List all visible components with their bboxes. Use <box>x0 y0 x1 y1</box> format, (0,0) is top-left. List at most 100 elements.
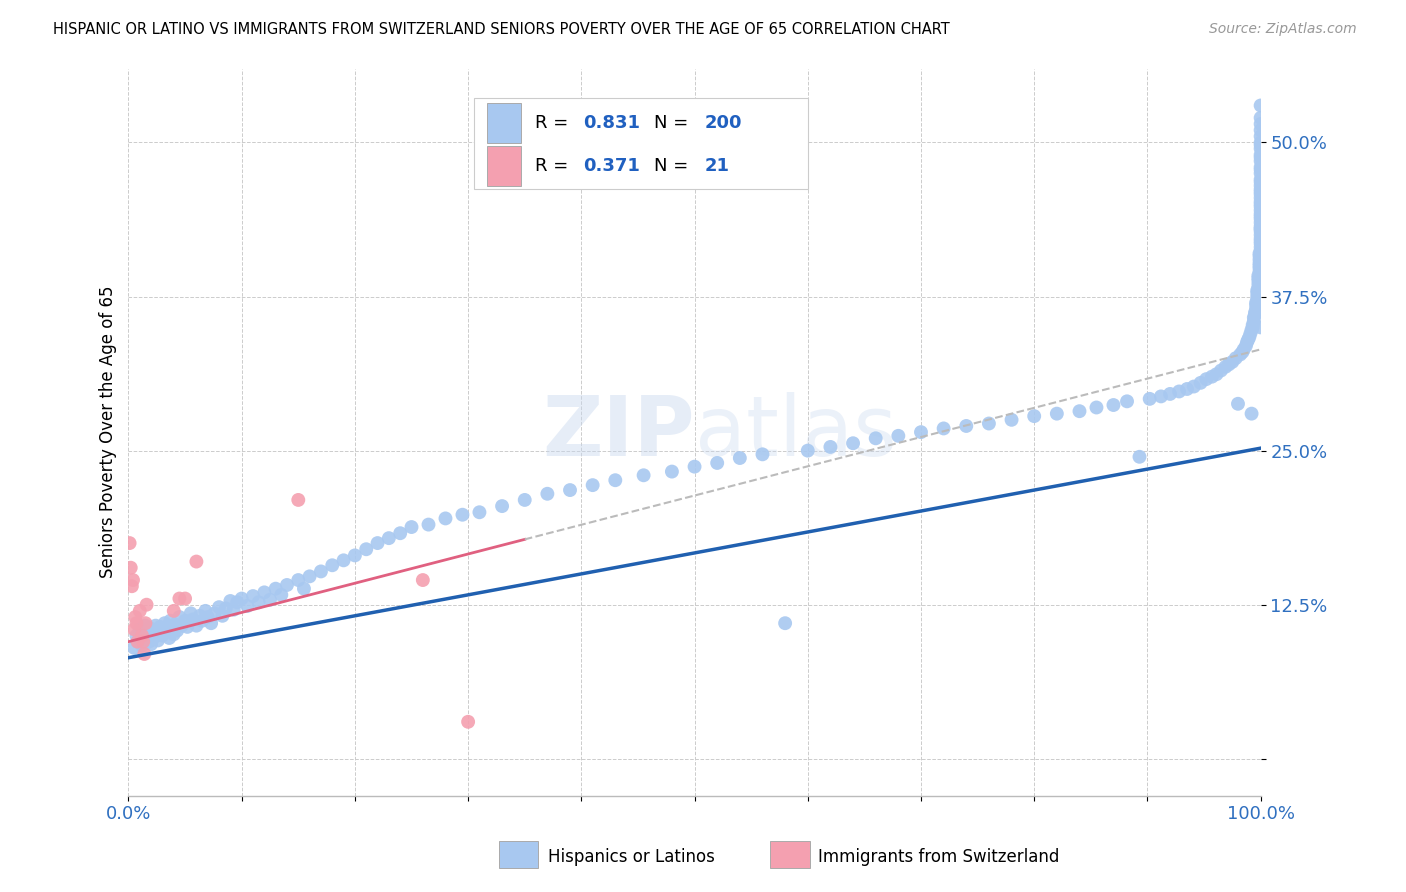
Point <box>389 526 412 541</box>
Point <box>121 579 143 593</box>
Point <box>122 573 145 587</box>
Point <box>820 440 842 454</box>
Point <box>1250 98 1272 112</box>
Point <box>174 591 197 606</box>
Point <box>1175 382 1198 396</box>
Point <box>128 631 150 645</box>
Point <box>1250 111 1272 125</box>
Point <box>955 419 977 434</box>
Point <box>128 623 150 637</box>
Point <box>1250 162 1272 177</box>
Point <box>558 483 581 497</box>
Point <box>1247 277 1270 292</box>
Text: 200: 200 <box>704 114 742 132</box>
Point <box>1232 345 1254 359</box>
Point <box>166 624 188 638</box>
Point <box>1250 136 1272 150</box>
Point <box>176 620 198 634</box>
Point <box>887 429 910 443</box>
Point <box>1182 379 1205 393</box>
Point <box>157 618 180 632</box>
Point <box>1250 117 1272 131</box>
Point <box>208 600 231 615</box>
Point <box>1250 244 1272 258</box>
Point <box>418 517 440 532</box>
Point <box>1244 308 1267 322</box>
Point <box>1249 249 1271 263</box>
Point <box>1246 289 1268 303</box>
Point <box>401 520 423 534</box>
Point <box>1249 256 1271 270</box>
Point <box>264 582 287 596</box>
Point <box>910 425 932 439</box>
Point <box>1024 409 1046 423</box>
Point <box>1244 305 1267 319</box>
Point <box>1085 401 1108 415</box>
Point <box>797 443 820 458</box>
Point <box>309 565 332 579</box>
Point <box>1249 246 1271 260</box>
Point <box>138 630 160 644</box>
Point <box>1236 335 1258 350</box>
Point <box>1241 318 1264 332</box>
Point <box>1244 295 1267 310</box>
Point <box>367 536 389 550</box>
Point <box>1250 160 1272 174</box>
Point <box>1215 359 1237 374</box>
Point <box>145 618 167 632</box>
Point <box>1201 369 1223 384</box>
Point <box>1195 372 1218 386</box>
Point <box>138 634 160 648</box>
Text: R =: R = <box>534 157 574 175</box>
Point <box>139 621 162 635</box>
Text: atlas: atlas <box>695 392 896 473</box>
Text: 0.831: 0.831 <box>583 114 641 132</box>
Point <box>1240 323 1263 337</box>
Point <box>1250 295 1272 310</box>
Point <box>1250 150 1272 164</box>
Point <box>605 473 627 487</box>
Point <box>169 591 191 606</box>
Point <box>536 487 558 501</box>
Point <box>1220 355 1243 369</box>
Point <box>211 608 233 623</box>
Point <box>1205 368 1227 382</box>
Point <box>1229 347 1251 361</box>
Point <box>1246 293 1268 308</box>
Point <box>1250 182 1272 196</box>
Point <box>194 604 217 618</box>
Point <box>1250 221 1272 235</box>
Point <box>276 578 298 592</box>
Point <box>582 478 605 492</box>
Point <box>1244 298 1267 312</box>
Text: N =: N = <box>654 157 693 175</box>
Point <box>1234 339 1257 353</box>
Point <box>1250 200 1272 214</box>
Point <box>1233 343 1256 357</box>
Point <box>378 531 401 545</box>
Point <box>134 632 156 647</box>
FancyBboxPatch shape <box>474 97 808 188</box>
Point <box>354 542 377 557</box>
Point <box>751 447 773 461</box>
Point <box>1250 216 1272 230</box>
Point <box>468 505 491 519</box>
Point <box>153 616 176 631</box>
Point <box>1247 281 1270 295</box>
Point <box>1250 320 1272 334</box>
Point <box>773 616 796 631</box>
Point <box>1069 404 1091 418</box>
Point <box>127 634 149 648</box>
Point <box>141 632 163 647</box>
Point <box>292 582 315 596</box>
Point <box>1250 123 1272 137</box>
Point <box>1250 234 1272 248</box>
Point <box>242 589 264 603</box>
Point <box>1250 178 1272 193</box>
Point <box>1243 314 1265 328</box>
Point <box>1246 284 1268 298</box>
Point <box>1250 221 1272 235</box>
Point <box>1241 320 1264 334</box>
Point <box>1250 175 1272 189</box>
Point <box>181 613 204 627</box>
